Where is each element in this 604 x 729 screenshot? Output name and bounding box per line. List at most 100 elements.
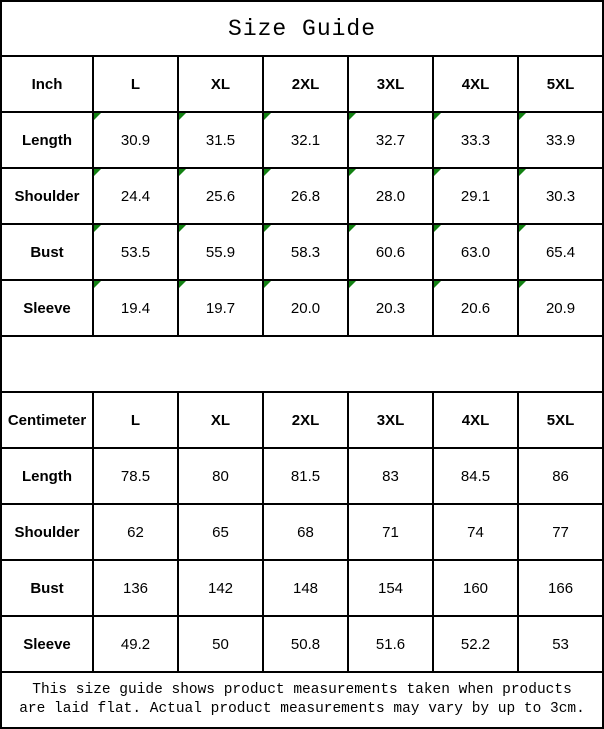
cell-corner-marker-icon [265,226,271,232]
unit-header-cell: Inch [0,55,94,113]
size-header-cell: L [92,55,179,113]
size-value-cell: 80 [177,447,264,505]
cell-corner-marker-icon [265,282,271,288]
size-header-cell: 5XL [516,391,604,449]
size-value-cell: 33.3 [432,111,519,169]
inch-table-body: Inch L XL 2XL 3XL 4XL 5XL Length 30.9 31.5 32.1 32.… [0,55,604,337]
measurement-row: Length 30.9 31.5 32.1 32.7 33.3 33.9 [0,111,604,169]
size-value-cell: 62 [92,503,179,561]
cell-corner-marker-icon [520,226,526,232]
size-value-cell: 32.1 [262,111,349,169]
size-header-cell: XL [177,55,264,113]
measure-label-cell: Length [0,447,94,505]
size-value-cell: 60.6 [347,223,434,281]
cell-corner-marker-icon [350,170,356,176]
page-title: Size Guide [0,0,604,57]
size-value-cell: 84.5 [432,447,519,505]
measurement-row: Bust 53.5 55.9 58.3 60.6 63.0 65.4 [0,223,604,281]
size-value-cell: 20.3 [347,279,434,337]
size-header-cell: 3XL [347,391,434,449]
measure-label-cell: Shoulder [0,167,94,225]
size-value-cell: 58.3 [262,223,349,281]
size-header-cell: 5XL [516,55,604,113]
size-value-cell: 30.3 [516,167,604,225]
cell-corner-marker-icon [180,170,186,176]
measure-label-cell: Sleeve [0,615,94,673]
footer-row: This size guide shows product measuremen… [0,671,604,729]
size-value-cell: 20.9 [516,279,604,337]
size-value-cell: 19.7 [177,279,264,337]
measurement-row: Shoulder 62 65 68 71 74 77 [0,503,604,561]
size-value-cell: 74 [432,503,519,561]
size-value-cell: 53.5 [92,223,179,281]
footer-note-line1: This size guide shows product measuremen… [32,682,572,698]
cell-corner-marker-icon [180,282,186,288]
size-value-cell: 20.6 [432,279,519,337]
size-value-cell: 50.8 [262,615,349,673]
cell-corner-marker-icon [265,114,271,120]
size-header-cell: 4XL [432,55,519,113]
spacer-cell [0,335,604,393]
measurement-row: Shoulder 24.4 25.6 26.8 28.0 29.1 30.3 [0,167,604,225]
size-value-cell: 65 [177,503,264,561]
cell-corner-marker-icon [95,114,101,120]
measure-label-cell: Bust [0,559,94,617]
measure-label-cell: Bust [0,223,94,281]
measurement-row: Bust 136 142 148 154 160 166 [0,559,604,617]
cell-corner-marker-icon [180,114,186,120]
size-header-cell: 3XL [347,55,434,113]
size-header-cell: 2XL [262,391,349,449]
cell-corner-marker-icon [520,170,526,176]
size-header-cell: L [92,391,179,449]
size-value-cell: 68 [262,503,349,561]
cell-corner-marker-icon [435,114,441,120]
size-value-cell: 83 [347,447,434,505]
size-header-cell: 2XL [262,55,349,113]
footer-note-line2: are laid flat. Actual product measuremen… [19,701,585,717]
size-header-row: Inch L XL 2XL 3XL 4XL 5XL [0,55,604,113]
footer-note: This size guide shows product measuremen… [0,671,604,729]
size-value-cell: 71 [347,503,434,561]
measure-label-cell: Sleeve [0,279,94,337]
cell-corner-marker-icon [265,170,271,176]
measurement-row: Sleeve 19.4 19.7 20.0 20.3 20.6 20.9 [0,279,604,337]
size-value-cell: 50 [177,615,264,673]
size-header-row: Centimeter L XL 2XL 3XL 4XL 5XL [0,391,604,449]
size-value-cell: 78.5 [92,447,179,505]
size-header-cell: XL [177,391,264,449]
cell-corner-marker-icon [435,226,441,232]
measurement-row: Sleeve 49.2 50 50.8 51.6 52.2 53 [0,615,604,673]
size-value-cell: 31.5 [177,111,264,169]
size-value-cell: 53 [516,615,604,673]
size-header-cell: 4XL [432,391,519,449]
cell-corner-marker-icon [95,282,101,288]
spacer-row [0,335,604,393]
size-value-cell: 166 [516,559,604,617]
size-value-cell: 52.2 [432,615,519,673]
size-value-cell: 65.4 [516,223,604,281]
cell-corner-marker-icon [350,282,356,288]
cell-corner-marker-icon [180,226,186,232]
size-value-cell: 160 [432,559,519,617]
size-value-cell: 55.9 [177,223,264,281]
size-value-cell: 25.6 [177,167,264,225]
size-value-cell: 63.0 [432,223,519,281]
measurement-row: Length 78.5 80 81.5 83 84.5 86 [0,447,604,505]
size-value-cell: 154 [347,559,434,617]
measure-label-cell: Shoulder [0,503,94,561]
cell-corner-marker-icon [95,226,101,232]
measure-label-cell: Length [0,111,94,169]
size-value-cell: 19.4 [92,279,179,337]
size-value-cell: 24.4 [92,167,179,225]
size-value-cell: 86 [516,447,604,505]
centimeter-table-body: Centimeter L XL 2XL 3XL 4XL 5XL Length 78.5 80 81.… [0,391,604,673]
size-value-cell: 33.9 [516,111,604,169]
cell-corner-marker-icon [350,226,356,232]
size-value-cell: 81.5 [262,447,349,505]
size-value-cell: 32.7 [347,111,434,169]
size-value-cell: 148 [262,559,349,617]
cell-corner-marker-icon [520,114,526,120]
size-value-cell: 77 [516,503,604,561]
size-value-cell: 49.2 [92,615,179,673]
